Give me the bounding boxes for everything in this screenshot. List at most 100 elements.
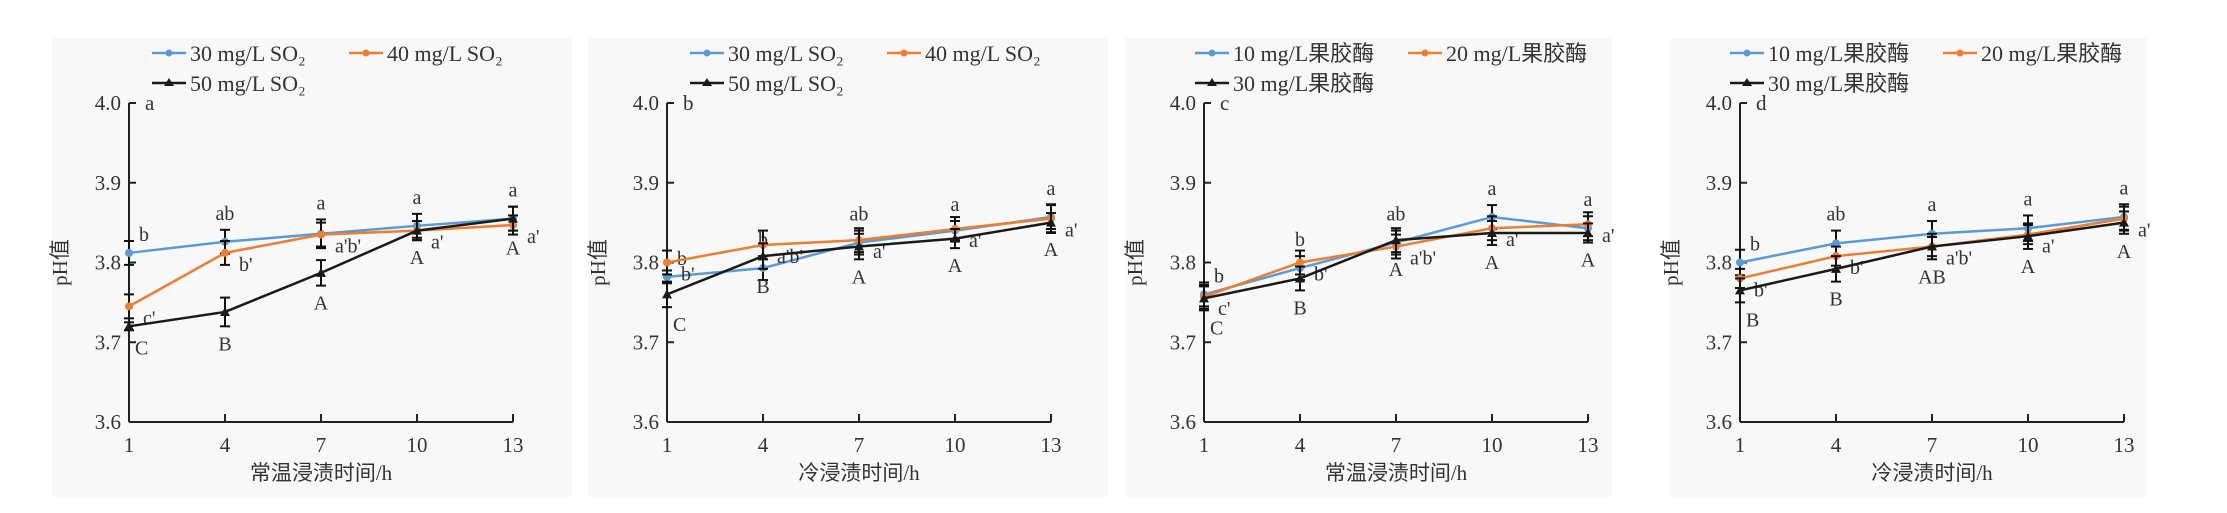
y-tick-label: 4.0 (633, 91, 659, 115)
x-tick-label: 1 (662, 433, 673, 457)
significance-label: a (951, 194, 960, 216)
significance-label: a (1584, 189, 1593, 211)
panel-letter: a (145, 91, 155, 115)
significance-label: A (314, 293, 329, 315)
y-tick-label: 3.8 (633, 251, 659, 275)
x-tick-label: 7 (1927, 433, 1938, 457)
y-tick-label: 3.8 (95, 251, 121, 275)
data-point-triangle (124, 321, 134, 331)
significance-label: ab (216, 203, 235, 225)
legend-marker-circle (1956, 49, 1964, 57)
significance-label: ab (1827, 204, 1846, 226)
x-tick-label: 4 (220, 433, 231, 457)
significance-label: c' (143, 307, 155, 329)
x-tick-label: 13 (1041, 433, 1062, 457)
data-point (1736, 258, 1744, 267)
y-tick-label: 3.6 (1706, 410, 1732, 434)
significance-label: a' (431, 232, 443, 254)
x-tick-label: 13 (1578, 433, 1599, 457)
legend-marker-circle (900, 49, 908, 57)
significance-label: A (2117, 241, 2132, 263)
significance-label: A (1389, 259, 1404, 281)
series-3: B B AB A A (1735, 210, 2132, 331)
x-axis-title: 常温浸渍时间/h (250, 461, 393, 485)
data-point-triangle (316, 267, 326, 277)
data-point (125, 302, 133, 311)
data-point-triangle (412, 225, 422, 235)
y-tick-label: 3.8 (1706, 251, 1732, 275)
chart-panel-d: 3.6 3.7 3.8 3.9 4.0 1 4 7 10 13 冷浸渍时间/h pH值 d 10 mg/L… (1659, 38, 2150, 497)
panel-background (1670, 38, 2147, 497)
significance-label: C (1210, 317, 1223, 339)
significance-label: A (410, 247, 425, 269)
significance-label: c' (1218, 298, 1230, 320)
panel-letter: c (1220, 91, 1229, 115)
series-3: C B A A A (124, 205, 521, 359)
data-point-triangle (220, 306, 230, 316)
significance-label: A (948, 255, 963, 277)
legend-label: 40 mg/L SO₂ (925, 41, 1041, 66)
x-tick-label: 10 (407, 433, 428, 457)
data-point (221, 248, 229, 257)
significance-label: a' (873, 241, 885, 263)
series-3: C B A A A (662, 212, 1059, 336)
significance-label: A (506, 238, 521, 260)
significance-label: b' (1314, 264, 1328, 286)
significance-label: a'b' (335, 236, 361, 258)
significance-label: B (756, 276, 769, 298)
significance-label: a (413, 187, 422, 209)
legend-marker-circle (1208, 49, 1216, 57)
significance-label: B (1829, 289, 1842, 311)
data-point-triangle (662, 289, 672, 299)
x-tick-label: 13 (503, 433, 524, 457)
y-tick-label: 4.0 (1170, 91, 1196, 115)
legend-label: 30 mg/L SO₂ (190, 41, 306, 66)
y-tick-label: 3.8 (1170, 251, 1196, 275)
panel-letter: b (683, 91, 694, 115)
legend-marker-triangle (702, 78, 712, 86)
legend-label: 30 mg/L果胶酶 (1768, 71, 1909, 96)
significance-label: b (1295, 229, 1305, 251)
y-tick-label: 3.9 (1706, 171, 1732, 195)
significance-label: a' (1602, 225, 1614, 247)
significance-label: a (1488, 178, 1497, 200)
legend-label: 20 mg/L果胶酶 (1981, 41, 2122, 66)
significance-label: A (1044, 239, 1059, 261)
significance-label: b (139, 224, 149, 246)
legend-marker-circle (703, 49, 711, 57)
legend-marker-triangle (1207, 78, 1217, 86)
significance-label: C (135, 337, 148, 359)
y-tick-label: 3.7 (1170, 330, 1196, 354)
significance-label: B (218, 333, 231, 355)
significance-label: b' (239, 254, 253, 276)
data-point-triangle (854, 241, 864, 251)
chart-panel-a: 3.6 3.7 3.8 3.9 4.0 1 4 7 10 13 常温浸渍时间/h pH值 a 30 mg/… (48, 38, 572, 497)
x-tick-label: 1 (1735, 433, 1746, 457)
x-tick-label: 10 (945, 433, 966, 457)
significance-label: a' (2042, 236, 2054, 258)
x-axis-title: 常温浸渍时间/h (1325, 461, 1468, 485)
significance-label: AB (1918, 266, 1946, 288)
panel-letter: d (1756, 91, 1767, 115)
significance-label: A (1581, 250, 1596, 272)
significance-label: a (1047, 178, 1056, 200)
legend-marker-circle (1743, 49, 1751, 57)
significance-label: A (1485, 252, 1500, 274)
x-tick-label: 1 (1199, 433, 1210, 457)
series-3: C B A A A (1199, 220, 1596, 339)
y-tick-label: 3.7 (633, 330, 659, 354)
significance-label: a'b' (1946, 248, 1972, 270)
significance-label: C (673, 314, 686, 336)
data-point-triangle (1295, 273, 1305, 283)
significance-label: ab (1387, 204, 1406, 226)
y-tick-label: 3.9 (95, 171, 121, 195)
significance-label: a (509, 180, 518, 202)
data-point-triangle (950, 233, 960, 243)
significance-label: b' (1850, 257, 1864, 279)
series-2: c' b' a'b' a' a' (124, 214, 539, 329)
y-tick-label: 3.6 (95, 410, 121, 434)
legend-label: 20 mg/L果胶酶 (1446, 41, 1587, 66)
y-axis-title: pH值 (1659, 239, 1683, 286)
data-point-triangle (1046, 217, 1056, 227)
significance-label: a' (1506, 229, 1518, 251)
